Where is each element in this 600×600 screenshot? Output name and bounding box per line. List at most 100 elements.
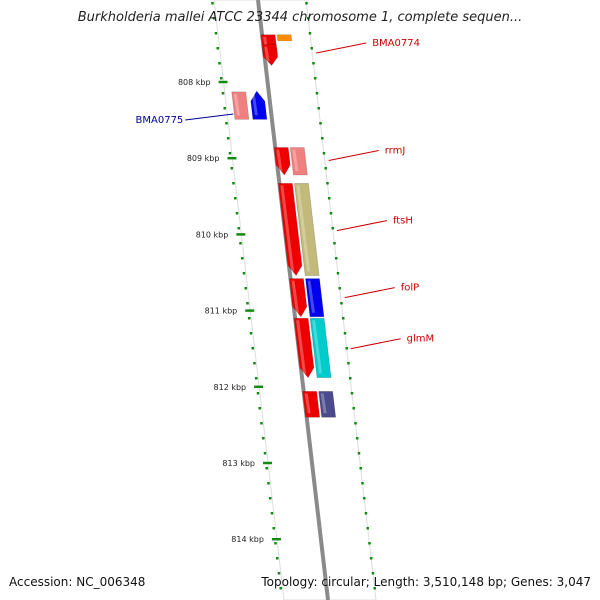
- rail-dot-right: [371, 572, 375, 575]
- gene-rrmj-pink[interactable]: [289, 147, 308, 176]
- gene-bma0774[interactable]: [261, 44, 279, 66]
- gene-label-leader: [328, 149, 379, 161]
- rail-dot-left: [268, 497, 272, 500]
- rail-dot-left: [228, 152, 232, 155]
- gene-bottom-red[interactable]: [302, 390, 321, 418]
- rail-dot-right: [364, 512, 368, 515]
- rail-dot-left: [272, 527, 275, 530]
- gene-label-leader: [350, 338, 401, 350]
- kbp-tick-label: 813 kbp: [222, 459, 255, 468]
- rail-dot-left: [237, 227, 240, 230]
- rail-dot-left: [267, 482, 270, 485]
- rail-dot-left: [214, 32, 218, 35]
- rail-dot-left: [225, 122, 228, 125]
- rail-dot-left: [263, 452, 267, 455]
- rail-dot-right: [310, 47, 313, 50]
- gene-label-leader: [336, 220, 388, 232]
- rail-dot-left: [216, 47, 219, 50]
- rail-dot-left: [221, 92, 225, 95]
- gene-rrmj-red-highlight: [276, 149, 283, 171]
- rail-dot-right: [373, 587, 376, 590]
- rail-dot-right: [315, 92, 319, 95]
- gene-label[interactable]: BMA0775: [136, 115, 184, 126]
- kbp-tick-label: 809 kbp: [187, 154, 220, 163]
- gene-bma0775-blue-highlight: [251, 93, 258, 116]
- rail-dot-left: [232, 182, 235, 185]
- rail-dot-left: [260, 422, 263, 425]
- gene-folp-red-highlight: [291, 280, 299, 313]
- rail-dot-right: [345, 347, 348, 350]
- topology-text: Topology: circular; Length: 3,510,148 bp…: [261, 575, 591, 589]
- gene-top-orange[interactable]: [276, 34, 293, 42]
- gene-ftsh-olive-highlight: [296, 185, 311, 272]
- rail-dot-left: [265, 467, 268, 470]
- rail-dot-left: [240, 257, 244, 260]
- rail-dot-left: [226, 137, 230, 140]
- gene-label[interactable]: ftsH: [393, 216, 413, 227]
- kbp-tick-label: 808 kbp: [178, 78, 211, 87]
- gene-label[interactable]: BMA0774: [372, 38, 420, 49]
- rail-dot-right: [336, 272, 340, 275]
- gene-ftsh-red[interactable]: [277, 182, 303, 277]
- rail-dot-right: [329, 212, 333, 215]
- rail-dot-left: [233, 197, 237, 200]
- gene-rrmj-pink-highlight: [292, 149, 299, 171]
- kbp-tick-label: 814 kbp: [231, 535, 264, 544]
- rail-dot-right: [347, 362, 350, 365]
- rail-dot-right: [312, 62, 315, 65]
- gene-glmm-red[interactable]: [293, 317, 315, 379]
- gene-folp-red[interactable]: [289, 278, 308, 318]
- rail-dot-right: [352, 407, 355, 410]
- rail-dot-right: [305, 2, 308, 5]
- rail-dot-left: [251, 347, 254, 350]
- rail-dot-right: [355, 437, 359, 440]
- gene-glmm-cyan-highlight: [312, 320, 323, 374]
- rail-dot-right: [361, 482, 364, 485]
- gene-ftsh-olive[interactable]: [293, 182, 320, 276]
- rail-dot-left: [235, 212, 239, 215]
- rail-dot-right: [354, 422, 357, 425]
- gene-label[interactable]: folP: [401, 283, 419, 294]
- rail-dot-left: [218, 62, 221, 65]
- rail-dot-left: [254, 377, 258, 380]
- rail-dot-left: [256, 392, 260, 395]
- gene-bma0775-pink[interactable]: [231, 91, 250, 120]
- gene-folp-blue[interactable]: [305, 278, 325, 318]
- gene-ftsh-red-highlight: [280, 185, 295, 272]
- rail-dot-right: [322, 152, 326, 155]
- gene-rrmj-red[interactable]: [273, 147, 291, 176]
- rail-dot-left: [247, 317, 251, 320]
- rail-dot-left: [249, 332, 253, 335]
- rail-dot-right: [333, 242, 336, 245]
- kbp-tick-label: 810 kbp: [196, 230, 229, 239]
- rail-dot-left: [239, 242, 242, 245]
- rail-dot-left: [258, 407, 261, 410]
- gene-label[interactable]: glmM: [407, 334, 435, 345]
- rail-dot-right: [319, 122, 322, 125]
- gene-bma0775-blue[interactable]: [250, 90, 268, 120]
- rail-dot-right: [338, 287, 341, 290]
- rail-dot-right: [369, 557, 373, 560]
- rail-dot-right: [313, 77, 317, 80]
- rail-dot-left: [261, 437, 265, 440]
- gene-glmm-red-highlight: [296, 320, 307, 374]
- rail-dot-right: [334, 257, 338, 260]
- rail-dot-left: [244, 287, 247, 290]
- rail-dot-right: [324, 167, 327, 170]
- rail-dot-left: [246, 302, 249, 305]
- rail-dot-left: [219, 77, 223, 80]
- rail-dot-left: [279, 587, 282, 590]
- gene-bottom-red-highlight: [304, 393, 311, 414]
- rail-dot-left: [212, 17, 216, 20]
- gene-bottom-navy[interactable]: [318, 390, 337, 418]
- rail-dot-right: [368, 542, 371, 545]
- gene-label[interactable]: rrmJ: [385, 145, 406, 156]
- rail-dot-right: [348, 377, 352, 380]
- gene-glmm-cyan[interactable]: [309, 317, 332, 379]
- rail-dot-left: [211, 2, 214, 5]
- gene-bottom-navy-highlight: [320, 393, 327, 414]
- rail-dot-right: [308, 32, 312, 35]
- kbp-tick-label: 811 kbp: [205, 307, 238, 316]
